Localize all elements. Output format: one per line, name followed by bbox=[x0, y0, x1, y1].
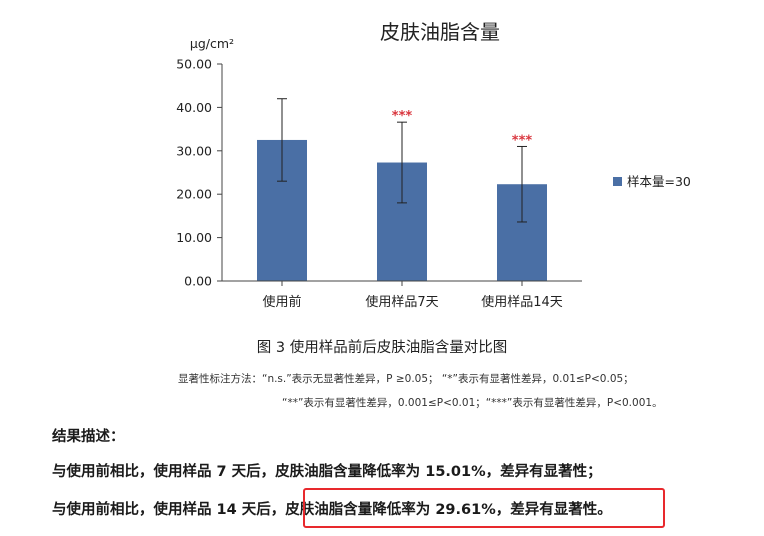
results-line-2-highlight: 皮肤油脂含量降低率为 29.61%，差异有显著性。 bbox=[285, 502, 612, 518]
significance-label: *** bbox=[392, 109, 413, 124]
figure-caption: 图 3 使用样品前后皮肤油脂含量对比图 bbox=[256, 340, 508, 356]
results-line-2-prefix: 与使用前相比，使用样品 14 天后， bbox=[52, 502, 286, 518]
y-axis-unit-label: μg/cm² bbox=[190, 36, 234, 51]
results-line-1: 与使用前相比，使用样品 7 天后，皮肤油脂含量降低率为 15.01%，差异有显著… bbox=[52, 464, 602, 480]
y-tick-label: 0.00 bbox=[184, 274, 212, 289]
x-tick-label: 使用样品7天 bbox=[365, 294, 438, 310]
chart-title: 皮肤油脂含量 bbox=[380, 20, 500, 44]
bar-chart: 皮肤油脂含量 μg/cm² 0.00 10.00 20.00 30.00 40.00 50… bbox=[176, 20, 691, 310]
legend-label: 样本量=30 bbox=[627, 174, 691, 189]
significance-note-line-2: “**”表示有显著性差异，0.001≤P<0.01；“***”表示有显著性差异，… bbox=[282, 397, 663, 409]
y-tick-label: 30.00 bbox=[176, 143, 212, 158]
x-tick-label: 使用前 bbox=[262, 294, 301, 310]
significance-note-line-1: 显著性标注方法：“n.s.”表示无显著性差异，P ≥0.05； “*”表示有显著… bbox=[178, 373, 634, 385]
y-tick-label: 20.00 bbox=[176, 187, 212, 202]
chart-legend: 样本量=30 bbox=[613, 174, 691, 189]
highlight-box bbox=[303, 488, 665, 528]
significance-label: *** bbox=[512, 133, 533, 148]
y-tick-label: 40.00 bbox=[176, 100, 212, 115]
results-line-2: 与使用前相比，使用样品 14 天后，皮肤油脂含量降低率为 29.61%，差异有显… bbox=[52, 498, 612, 519]
x-tick-label: 使用样品14天 bbox=[481, 294, 563, 310]
y-tick-label: 50.00 bbox=[176, 57, 212, 72]
y-tick-label: 10.00 bbox=[176, 230, 212, 245]
results-heading: 结果描述： bbox=[52, 429, 125, 445]
legend-swatch bbox=[613, 177, 622, 186]
